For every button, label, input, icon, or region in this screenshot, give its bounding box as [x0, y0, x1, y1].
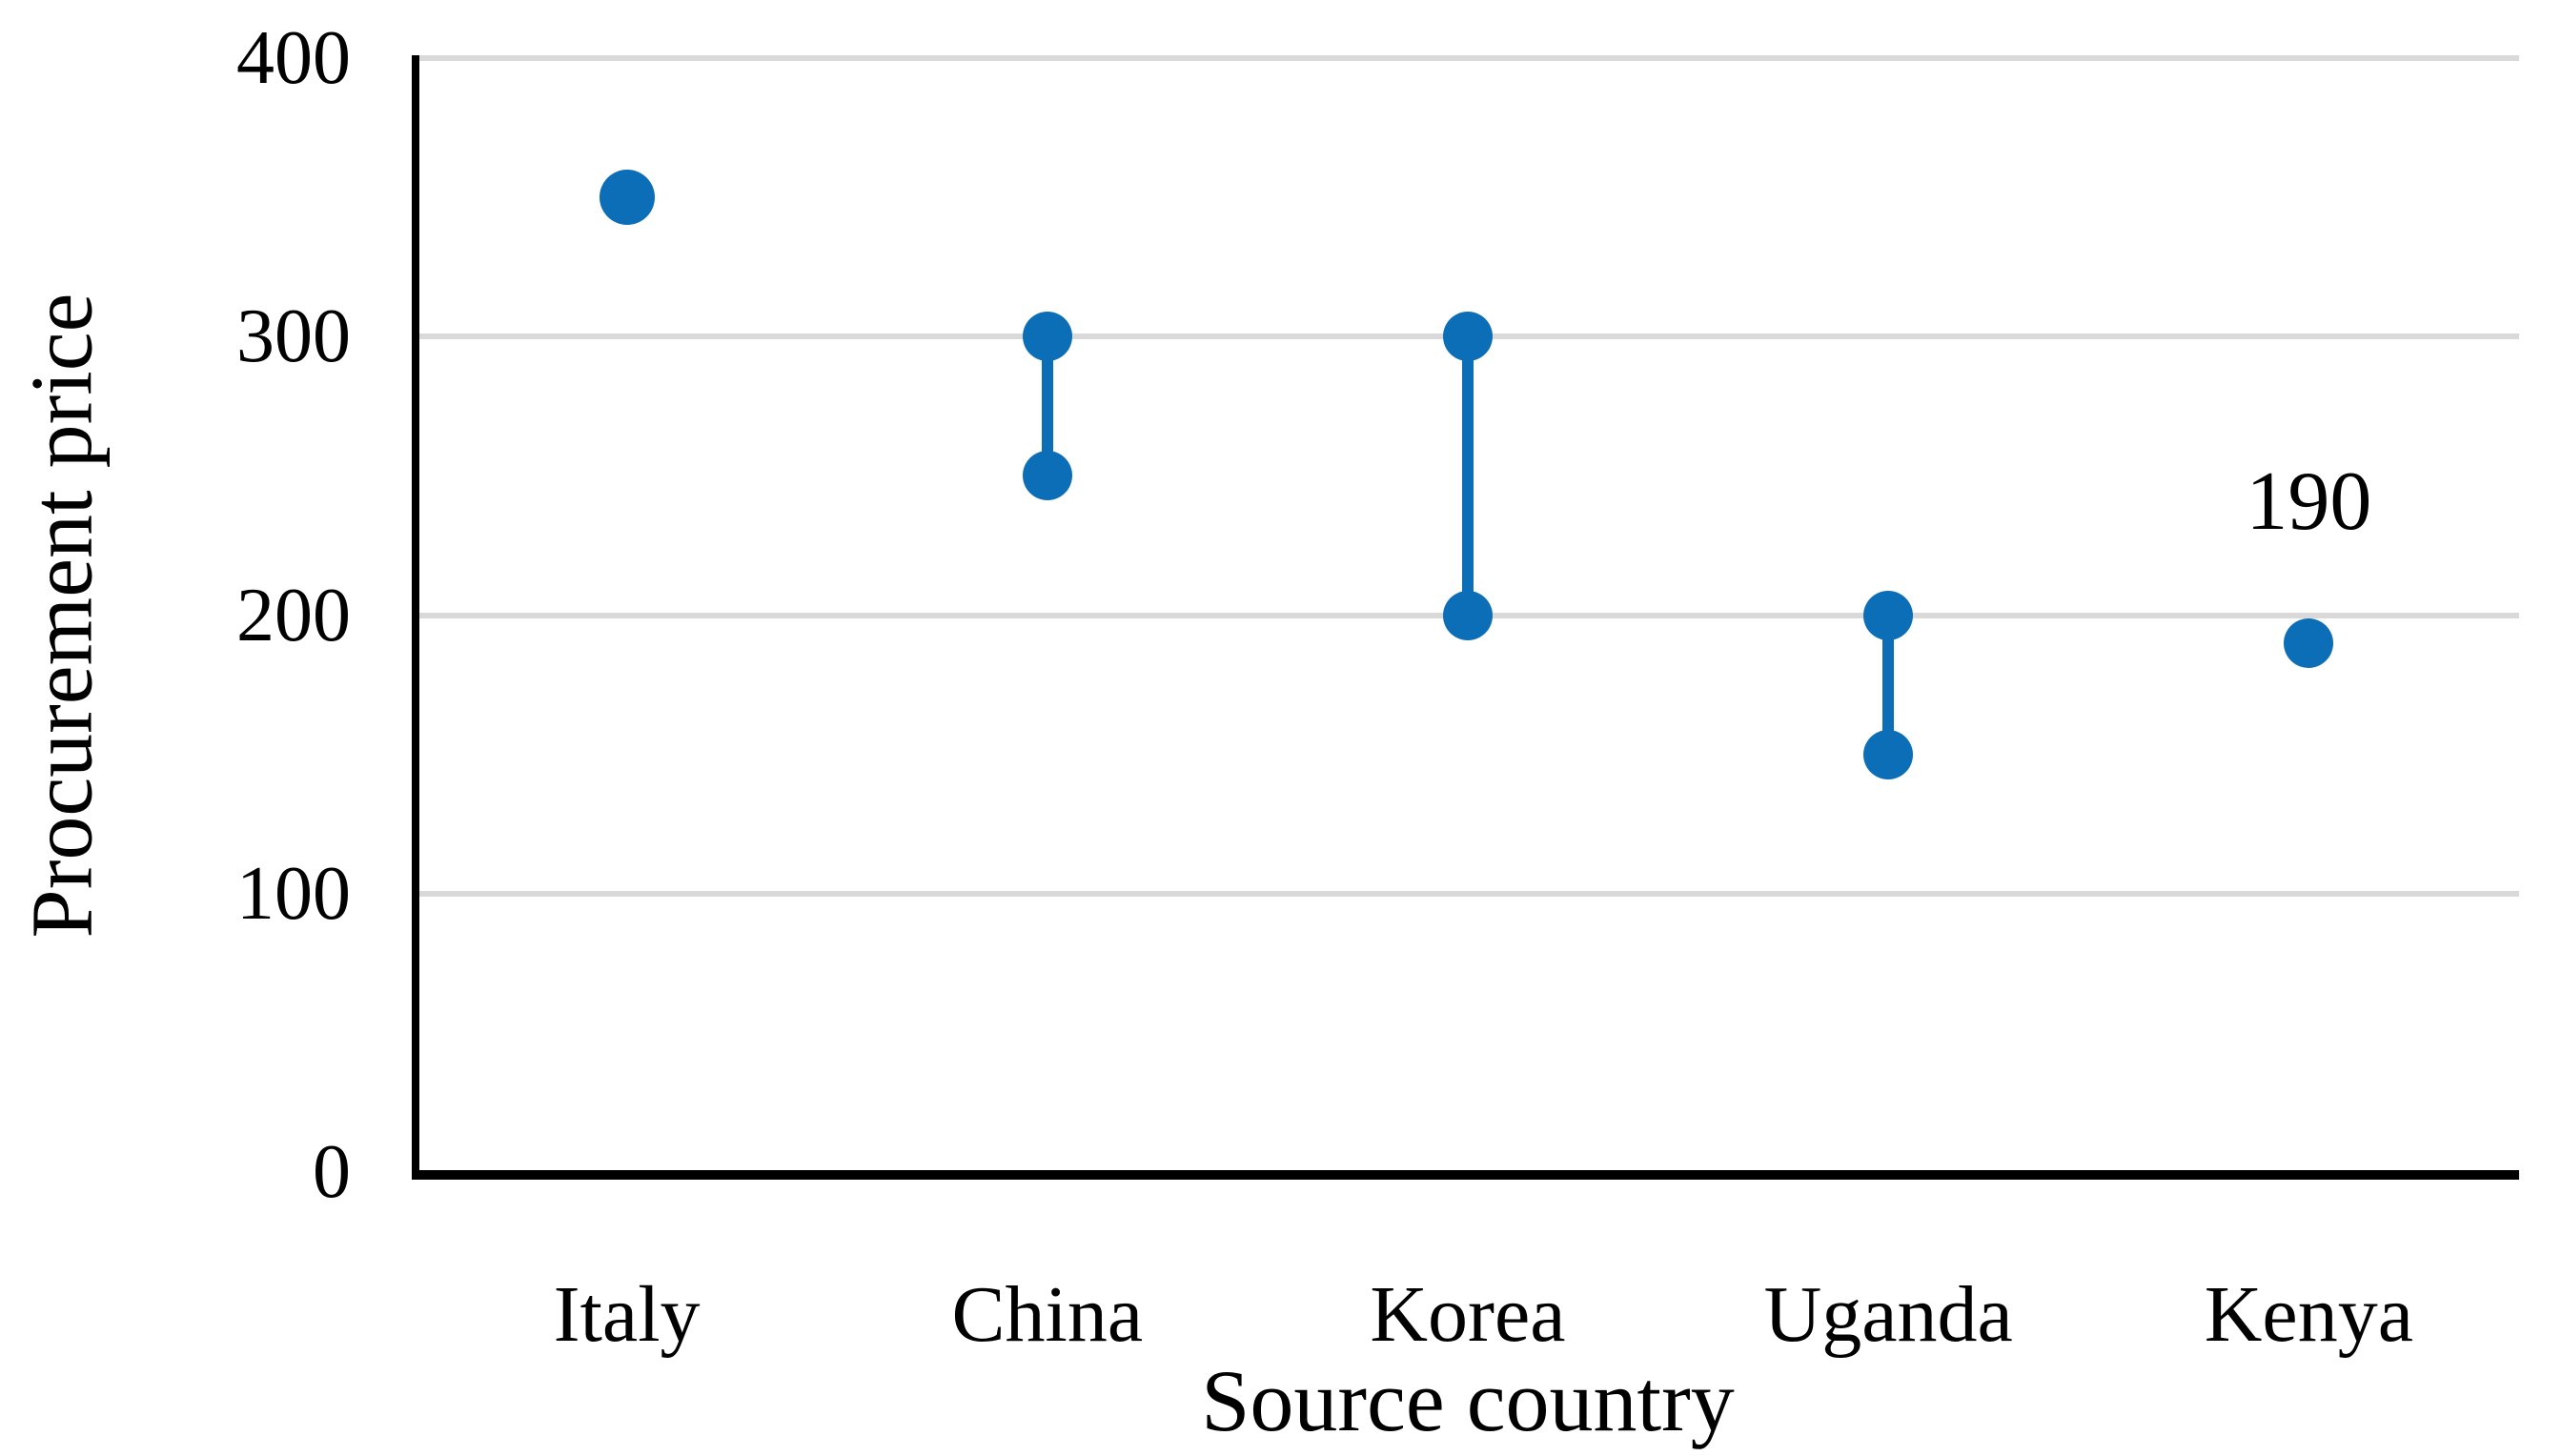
data-point-italy-high [599, 170, 655, 226]
data-point-kenya-high [2284, 617, 2334, 668]
y-tick-label-100: 100 [236, 851, 351, 936]
x-category-label-korea: Korea [1370, 1270, 1566, 1359]
x-category-label-china: China [951, 1270, 1144, 1359]
y-tick-label-0: 0 [313, 1130, 351, 1214]
y-axis-line [412, 55, 419, 1177]
x-axis-line [412, 1170, 2519, 1180]
range-connector-china [1041, 336, 1053, 476]
y-axis-title-text: Procurement price [12, 293, 110, 938]
x-category-label-uganda: Uganda [1763, 1270, 2013, 1359]
gridline-400 [417, 55, 2519, 61]
y-tick-label-400: 400 [236, 16, 351, 100]
data-point-korea-high [1443, 312, 1493, 362]
range-connector-korea [1462, 336, 1474, 616]
y-tick-label-300: 300 [236, 294, 351, 379]
x-category-label-italy: Italy [553, 1270, 701, 1359]
data-point-china-low [1022, 451, 1072, 501]
x-category-label-kenya: Kenya [2204, 1270, 2413, 1359]
data-point-uganda-high [1863, 590, 1914, 640]
gridline-100 [417, 890, 2519, 897]
range-connector-uganda [1882, 615, 1895, 755]
y-tick-label-200: 200 [236, 573, 351, 657]
y-axis-title: Procurement price [4, 58, 118, 1172]
data-point-china-high [1022, 312, 1072, 362]
data-point-uganda-low [1863, 729, 1914, 779]
data-point-korea-low [1443, 590, 1493, 640]
point-value-label-kenya: 190 [2246, 455, 2372, 548]
x-axis-title: Source country [1201, 1352, 1735, 1449]
